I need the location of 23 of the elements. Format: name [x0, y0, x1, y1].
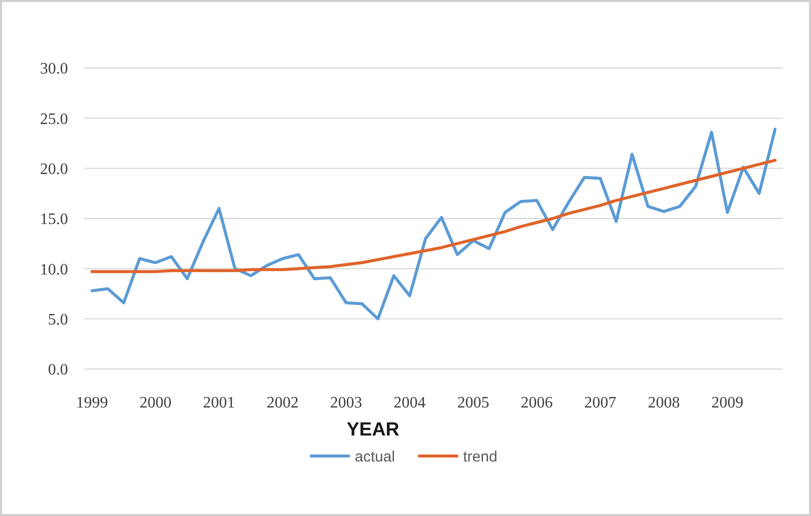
y-tick-label: 30.0 [40, 60, 68, 78]
x-tick-label: 2002 [266, 394, 299, 412]
x-tick-label: 1999 [76, 394, 108, 412]
x-tick-label: 2000 [139, 394, 172, 412]
x-tick-label: 2001 [203, 394, 236, 412]
x-tick-label: 2005 [457, 394, 490, 412]
x-tick-label: 2009 [711, 394, 744, 412]
line-series [90, 158, 777, 274]
x-tick-label: 2003 [330, 394, 362, 412]
y-tick-label: 20.0 [40, 160, 68, 178]
x-tick-label: 2007 [584, 394, 616, 412]
y-tick-label: 0.0 [48, 362, 68, 379]
legend-label: actual [354, 448, 395, 466]
x-tick-label: 2004 [394, 394, 426, 412]
x-tick-label: 2008 [648, 394, 680, 412]
y-tick-label: 10.0 [40, 261, 68, 278]
x-axis-title: YEAR [346, 420, 400, 441]
line-series [90, 128, 777, 320]
y-tick-label: 15.0 [40, 211, 68, 228]
legend-label: trend [463, 448, 498, 466]
x-tick-label: 2006 [520, 394, 553, 412]
y-tick-label: 5.0 [48, 311, 68, 328]
y-tick-label: 25.0 [40, 110, 68, 128]
